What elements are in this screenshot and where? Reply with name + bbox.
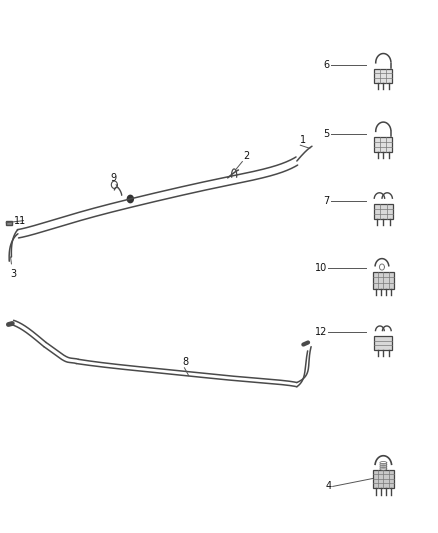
Text: 9: 9 <box>111 173 117 183</box>
Circle shape <box>127 195 134 203</box>
Text: 2: 2 <box>243 151 249 161</box>
Bar <box>373 272 394 289</box>
Bar <box>374 138 392 151</box>
Text: 4: 4 <box>325 481 332 491</box>
Text: 1: 1 <box>300 135 307 145</box>
Bar <box>374 69 392 83</box>
Bar <box>6 221 12 225</box>
Bar <box>373 470 394 488</box>
Text: 10: 10 <box>315 263 327 272</box>
Bar <box>374 204 393 219</box>
Text: 7: 7 <box>323 196 329 206</box>
Text: 12: 12 <box>315 327 327 337</box>
Text: 8: 8 <box>182 357 188 367</box>
Text: 5: 5 <box>323 128 329 139</box>
Text: 6: 6 <box>323 60 329 70</box>
Text: 3: 3 <box>11 269 17 279</box>
Bar <box>374 336 392 350</box>
Text: 11: 11 <box>14 216 26 225</box>
